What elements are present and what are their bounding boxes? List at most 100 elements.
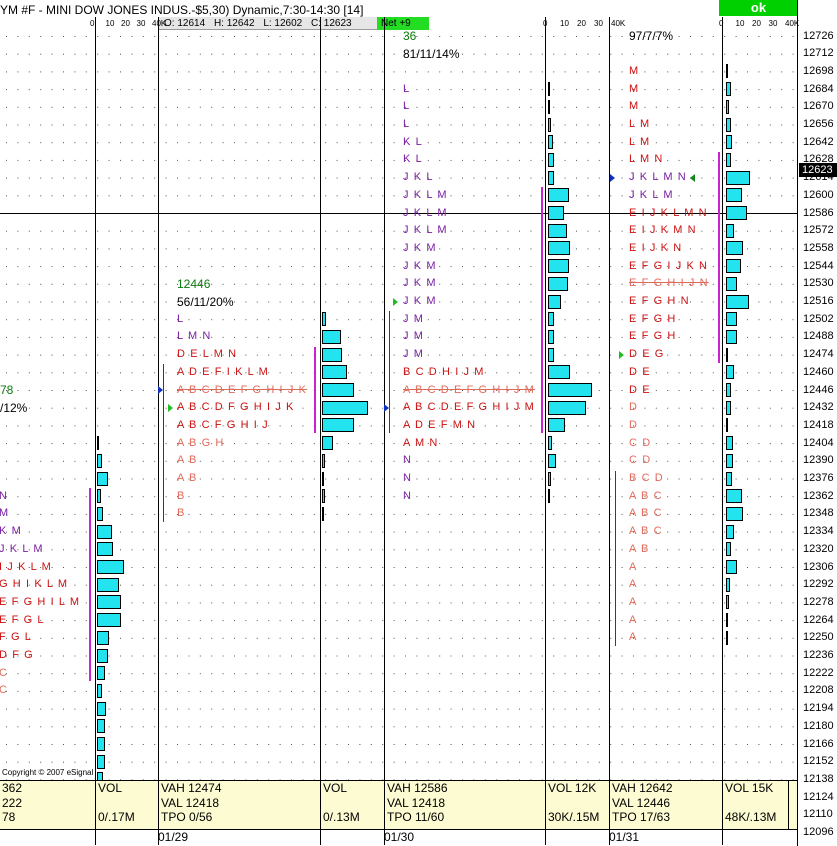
status-ok-button[interactable]: ok — [719, 0, 798, 16]
price-tick-label: 12530 — [803, 277, 834, 290]
volume-bar — [548, 117, 551, 132]
open-arrow-icon — [619, 350, 624, 359]
price-tick-label: 12306 — [803, 560, 834, 573]
tpo-row: A B — [177, 472, 198, 484]
volume-bar — [97, 701, 107, 716]
volume-bar — [726, 188, 742, 203]
tpo-row: J K L M — [0, 542, 44, 555]
footer-cell: VOL 12K 30K/.15M — [545, 781, 609, 830]
volume-bar — [548, 365, 571, 380]
tpo-row: C — [0, 666, 9, 679]
tpo-row: A B C — [629, 525, 663, 538]
volume-bar — [726, 347, 729, 362]
price-tick-label: 12418 — [803, 418, 834, 431]
tpo-row: J K L M — [403, 206, 448, 219]
tpo-row: C D — [629, 454, 652, 467]
tpo-row: B C D — [629, 472, 664, 484]
price-tick-label: 12726 — [803, 29, 834, 42]
tpo-row: A — [629, 595, 638, 608]
footer-stat-line — [725, 796, 788, 811]
volume-bar — [726, 418, 729, 433]
footer-cell: VOL 15K 48K/.13M — [722, 781, 788, 830]
tpo-row: J K M — [403, 241, 437, 254]
volume-bar — [97, 613, 121, 628]
footer-stat-line: VAH 12474 — [161, 781, 222, 795]
tpo-row: J M — [403, 330, 425, 343]
footer-stat-line: VOL 15K — [725, 781, 774, 795]
volume-bar — [548, 276, 568, 291]
grid-dots — [6, 36, 794, 799]
tpo-row: E F G H — [629, 330, 677, 343]
footer-stat-line: TPO 0/56 — [161, 810, 213, 824]
footer-stat-line: VAH 12586 — [387, 781, 448, 795]
volume-scale-tick: 40K — [785, 19, 800, 28]
volume-bar — [726, 223, 735, 238]
price-tick-label: 12404 — [803, 436, 834, 449]
volume-bar — [322, 453, 325, 468]
tpo-row: D E G — [629, 348, 665, 361]
volume-bar — [548, 135, 553, 150]
volume-bar — [726, 400, 731, 415]
tpo-row: J K L — [403, 171, 434, 184]
tpo-row: K L — [403, 135, 423, 148]
volume-bar — [726, 613, 728, 628]
tpo-row: E F G H I J N — [629, 277, 709, 290]
tpo-row: A — [629, 631, 638, 644]
volume-bar — [548, 383, 593, 397]
initial-balance-line — [541, 187, 543, 434]
volume-bar — [97, 506, 104, 521]
volume-bar — [548, 206, 564, 220]
tpo-row: L M N — [629, 153, 664, 166]
open-value: O: 12614 — [164, 18, 206, 29]
session-stats-footer: 362 222 78 VOL 0/.17M VAH 12474 VAL 12418 TPO 0… — [0, 780, 797, 830]
volume-bar — [548, 418, 565, 433]
value-area-line — [163, 364, 164, 522]
volume-bar — [97, 542, 113, 557]
price-tick-label: 12208 — [803, 684, 834, 697]
footer-cell: VAH 12586 VAL 12418 TPO 11/60 — [384, 781, 545, 830]
poc-arrow-icon — [384, 403, 389, 412]
price-tick-label: 12264 — [803, 613, 834, 626]
price-tick-label: 12250 — [803, 631, 834, 644]
tpo-row: J K M — [403, 277, 437, 290]
footer-stat-line: VOL 12K — [548, 781, 597, 795]
price-tick-label: 12222 — [803, 666, 834, 679]
tpo-row: A — [629, 578, 638, 591]
footer-stat-line: VAL 12418 — [387, 795, 446, 810]
volume-bar — [726, 259, 741, 274]
volume-bar — [726, 329, 737, 344]
volume-bar — [322, 383, 354, 397]
volume-bar — [726, 471, 733, 486]
tpo-row: A D E F M N — [403, 418, 477, 431]
volume-bar — [726, 489, 742, 504]
tpo-row: A B C D E F G H I J M — [403, 383, 535, 396]
volume-bar — [322, 365, 348, 380]
footer-stat-line — [323, 796, 384, 811]
price-tick-label: 12376 — [803, 472, 834, 484]
volume-scale-tick: 20 — [577, 19, 586, 28]
volume-bar — [97, 666, 106, 681]
tpo-row: A B C F G H I J — [177, 418, 269, 431]
price-tick-label: 12152 — [803, 755, 834, 768]
tpo-row: A B G H — [177, 436, 225, 449]
volume-bar — [726, 595, 729, 610]
volume-bar — [726, 524, 735, 539]
footer-stat-line: VAL 12418 — [161, 795, 220, 810]
poc-arrow-icon — [610, 173, 615, 182]
tpo-row: C — [0, 684, 9, 697]
tpo-row: C D — [629, 436, 652, 449]
volume-bar — [548, 188, 569, 203]
tpo-row: K M — [0, 525, 22, 538]
footer-stat-line — [98, 796, 158, 811]
volume-bar — [726, 206, 747, 220]
footer-stat-line: 0/.17M — [98, 810, 135, 824]
tpo-row: L M N — [177, 330, 212, 343]
tpo-row: J K L M — [403, 188, 448, 201]
session-date-label: 01/31 — [609, 830, 640, 844]
tpo-row: D — [629, 401, 639, 414]
footer-stat-line: 222 — [2, 795, 23, 810]
price-tick-label: 12572 — [803, 224, 834, 237]
volume-bar — [548, 400, 586, 415]
price-tick-label: 12558 — [803, 241, 834, 254]
